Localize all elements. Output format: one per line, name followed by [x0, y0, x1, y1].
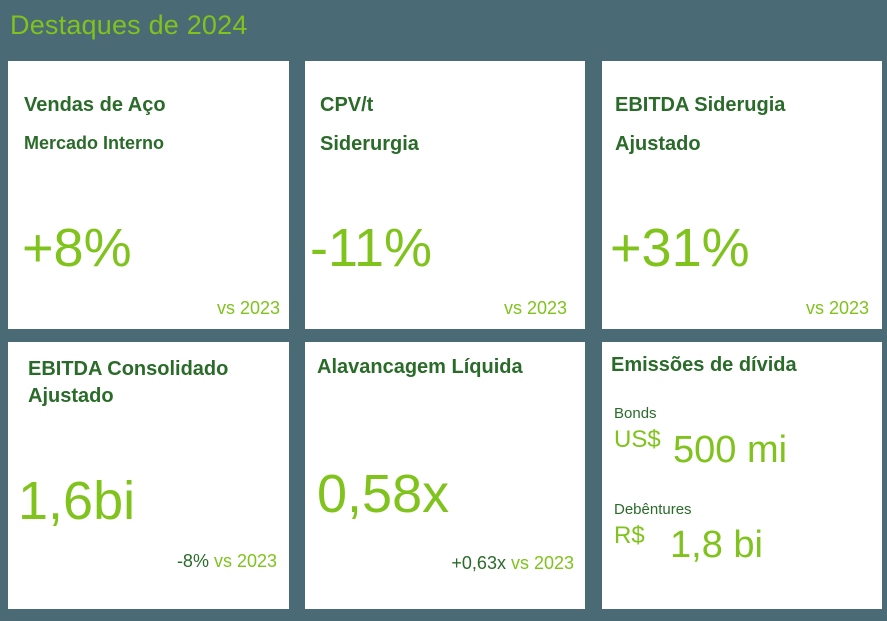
card-subtitle: Ajustado [28, 385, 114, 407]
card-change: -8% [176, 551, 209, 571]
card-title: EBITDA Siderugia [615, 94, 786, 116]
card-comparison: +0,63x vs 2023 [451, 554, 574, 572]
card-comparison: vs 2023 [216, 298, 280, 318]
card-value: 1,6bi [18, 471, 136, 531]
card-emissoes-divida: Emissões de dívida Bonds US$ 500 mi Debê… [602, 342, 882, 609]
card-comparison-label: vs 2023 [505, 553, 574, 573]
card-subtitle: Ajustado [615, 133, 701, 155]
debentures-currency: R$ [614, 522, 645, 549]
card-value: +31% [610, 218, 750, 278]
debentures-label: Debêntures [614, 501, 692, 518]
card-comparison: vs 2023 [805, 298, 869, 318]
card-vendas-aco: Vendas de Aço Mercado Interno +8% vs 202… [8, 61, 289, 329]
debentures-amount: 1,8 bi [670, 524, 763, 566]
bonds-amount: 500 mi [673, 429, 788, 471]
card-ebitda-consolidado: EBITDA Consolidado Ajustado 1,6bi -8% vs… [8, 342, 289, 609]
bonds-currency: US$ [614, 426, 661, 453]
page-title: Destaques de 2024 [10, 10, 248, 40]
card-value: +8% [22, 218, 132, 278]
card-title: Alavancagem Líquida [317, 356, 523, 378]
card-subtitle: Siderurgia [320, 133, 419, 155]
card-cpv-siderurgia: CPV/t Siderurgia -11% vs 2023 [305, 61, 585, 329]
card-subtitle: Mercado Interno [24, 133, 165, 153]
bonds-label: Bonds [614, 405, 657, 422]
card-value: 0,58x [317, 464, 450, 524]
card-title: EBITDA Consolidado [28, 358, 229, 380]
card-title: Vendas de Aço [24, 94, 166, 116]
card-comparison-label: vs 2023 [208, 551, 277, 571]
card-change: +0,63x [451, 553, 506, 573]
card-comparison: vs 2023 [503, 298, 567, 318]
card-title: Emissões de dívida [611, 354, 797, 376]
card-ebitda-siderurgia: EBITDA Siderugia Ajustado +31% vs 2023 [602, 61, 882, 329]
card-title: CPV/t [320, 94, 374, 116]
card-alavancagem: Alavancagem Líquida 0,58x +0,63x vs 2023 [305, 342, 585, 609]
card-value: -11% [310, 218, 433, 278]
card-comparison: -8% vs 2023 [177, 552, 277, 570]
